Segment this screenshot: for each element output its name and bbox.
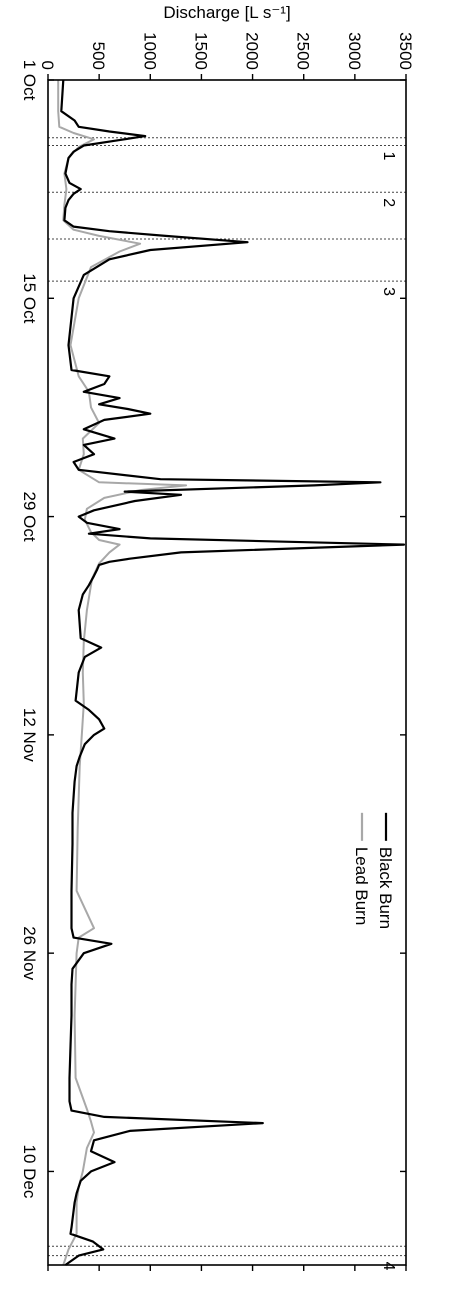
y-tick-label-1000: 1000 — [140, 32, 159, 70]
event-marker-label-3: 3 — [380, 287, 397, 296]
event-markers: 1 2 3 4 — [48, 137, 406, 1271]
x-tick-label-3: 12 Nov — [20, 708, 39, 762]
legend-label-lead-burn: Lead Burn — [352, 847, 371, 925]
event-marker-label-1: 1 — [380, 151, 397, 160]
y-tick-label-0: 0 — [38, 61, 57, 70]
series-line-black-burn — [60, 79, 406, 1266]
x-tick-label-4: 26 Nov — [20, 926, 39, 980]
x-tick-label-0: 1 Oct — [20, 60, 39, 101]
legend-label-black-burn: Black Burn — [376, 847, 395, 929]
y-tick-label-3000: 3000 — [345, 32, 364, 70]
series-lines — [57, 79, 406, 1266]
y-tick-label-1500: 1500 — [191, 32, 210, 70]
y-tick-label-2000: 2000 — [243, 32, 262, 70]
axis-ticks: 0 500 1000 1500 2000 2500 3000 3500 1 Oct 15 Oct 2… — [20, 32, 415, 1271]
y-tick-label-3500: 3500 — [396, 32, 415, 70]
y-tick-label-2500: 2500 — [294, 32, 313, 70]
legend: Black Burn Lead Burn — [352, 812, 395, 929]
x-tick-label-1: 15 Oct — [20, 273, 39, 323]
y-axis-label: Discharge [L s⁻¹] — [163, 3, 290, 22]
event-marker-label-2: 2 — [380, 198, 397, 207]
x-tick-label-2: 29 Oct — [20, 492, 39, 542]
plot-group: 1 2 3 4 0 500 1000 1500 2000 2500 3000 3500 1 Oct 15… — [20, 3, 415, 1271]
plot-frame — [47, 79, 407, 1266]
event-marker-label-4: 4 — [380, 1262, 397, 1271]
y-tick-label-500: 500 — [89, 42, 108, 70]
x-tick-label-5: 10 Dec — [20, 1145, 39, 1199]
